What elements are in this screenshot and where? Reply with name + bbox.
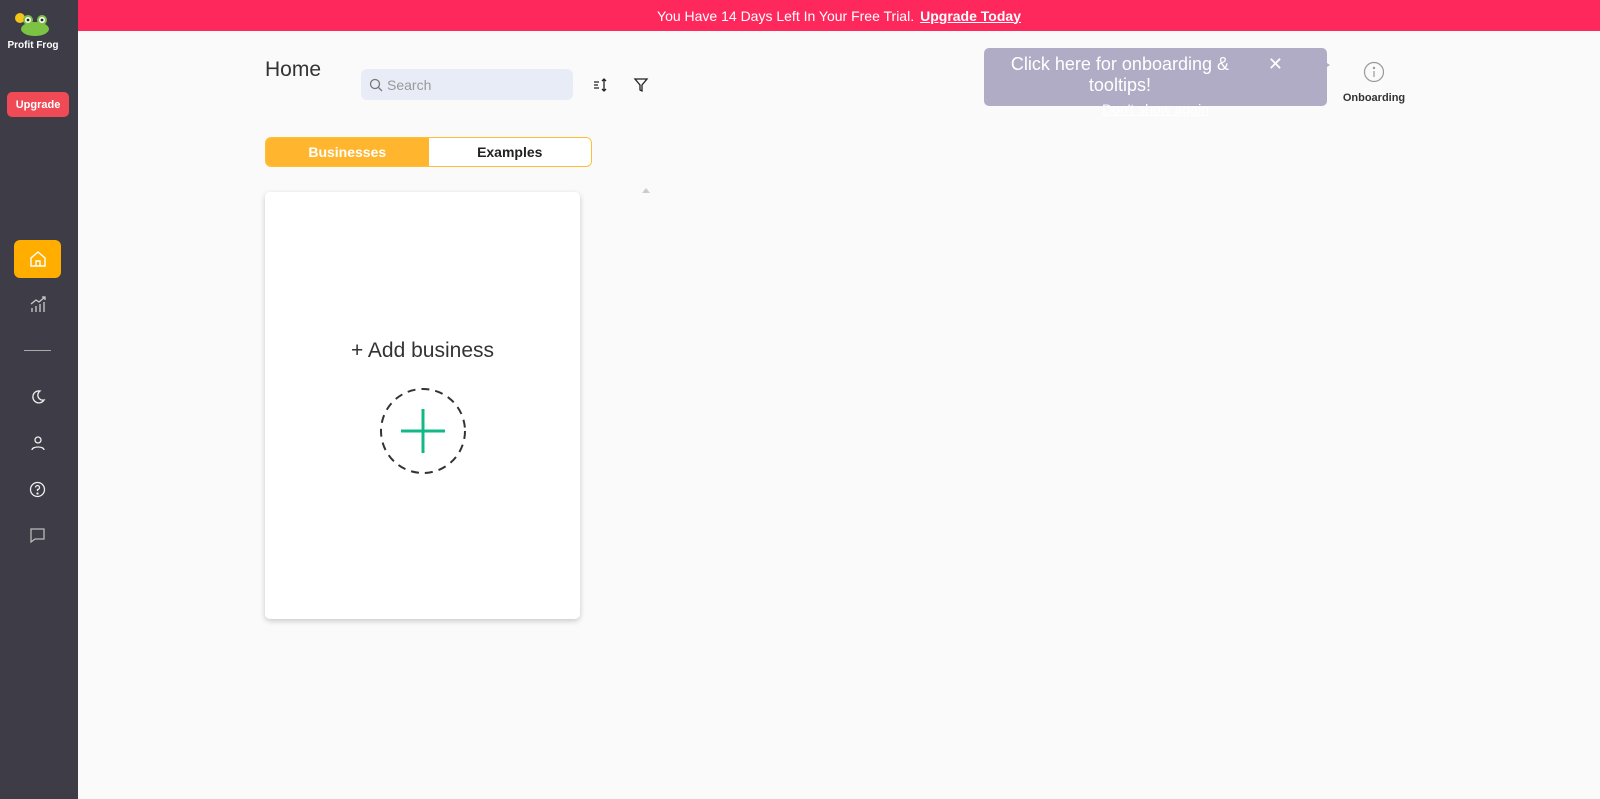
- tooltip-text: Click here for onboarding & tooltips!: [1010, 54, 1230, 95]
- search-input[interactable]: [387, 76, 567, 93]
- trial-banner: You Have 14 Days Left In Your Free Trial…: [78, 0, 1600, 31]
- page-title: Home: [265, 58, 322, 81]
- user-icon: [30, 436, 45, 451]
- sort-button[interactable]: [590, 74, 612, 96]
- close-icon[interactable]: ✕: [1267, 54, 1283, 74]
- logo[interactable]: Profit Frog: [0, 10, 66, 51]
- filter-icon: [633, 78, 649, 93]
- onboarding-tooltip[interactable]: Click here for onboarding & tooltips! ✕ …: [984, 48, 1330, 117]
- tab-examples[interactable]: Examples: [428, 138, 591, 166]
- scroll-up-arrow[interactable]: [642, 184, 650, 193]
- add-business-card[interactable]: + Add business: [265, 192, 580, 619]
- sort-icon: [594, 78, 607, 92]
- sidebar-item-help[interactable]: [14, 470, 61, 508]
- onboarding-label: Onboarding: [1342, 92, 1406, 104]
- moon-icon: [31, 390, 45, 404]
- tab-businesses[interactable]: Businesses: [266, 138, 429, 166]
- sidebar-item-analytics[interactable]: [14, 285, 61, 323]
- filter-button[interactable]: [630, 74, 652, 96]
- help-icon: [29, 481, 46, 497]
- logo-text: Profit Frog: [7, 40, 59, 51]
- chat-icon: [30, 527, 45, 543]
- chart-icon: [30, 296, 46, 312]
- search-icon: [369, 78, 383, 91]
- view-tabs: Businesses Examples: [265, 137, 592, 167]
- sidebar-divider: [24, 350, 51, 351]
- add-circle-icon[interactable]: [379, 387, 467, 475]
- upgrade-today-link[interactable]: Upgrade Today: [920, 7, 1021, 24]
- sidebar-item-dark-mode[interactable]: [14, 378, 61, 416]
- trial-text: You Have 14 Days Left In Your Free Trial…: [657, 7, 915, 24]
- sidebar: Profit Frog Upgrade: [0, 0, 78, 799]
- sidebar-item-home[interactable]: [14, 240, 61, 278]
- home-icon: [29, 251, 46, 267]
- add-business-label: + Add business: [350, 339, 495, 362]
- upgrade-button[interactable]: Upgrade: [7, 92, 69, 117]
- frog-logo-icon: [15, 13, 49, 36]
- search-box[interactable]: [361, 69, 573, 100]
- info-icon: [1363, 61, 1385, 83]
- sidebar-item-feedback[interactable]: [14, 516, 61, 554]
- sidebar-item-account[interactable]: [14, 424, 61, 462]
- onboarding-button[interactable]: Onboarding: [1340, 61, 1408, 104]
- dont-show-again-link[interactable]: Don't show again: [1102, 101, 1209, 117]
